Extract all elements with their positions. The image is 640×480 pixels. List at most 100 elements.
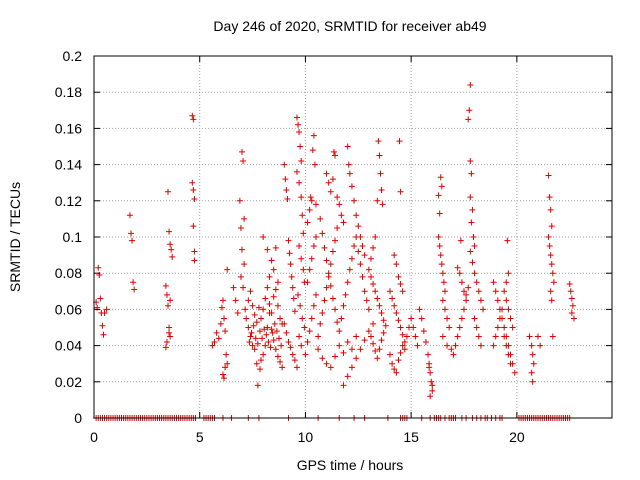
data-point (570, 315, 577, 322)
y-tick-label: 0.02 (55, 374, 82, 390)
data-point (387, 288, 393, 295)
data-point (470, 234, 477, 240)
data-point (566, 281, 573, 288)
data-point (304, 338, 311, 345)
data-point (545, 172, 552, 179)
data-point (265, 338, 272, 345)
data-point (327, 188, 334, 195)
data-point (336, 342, 343, 349)
data-point (529, 378, 536, 385)
data-point (165, 302, 171, 309)
data-point (397, 281, 404, 288)
data-point (321, 297, 328, 304)
data-point (457, 237, 464, 244)
data-point (306, 206, 313, 213)
data-point (230, 284, 237, 291)
data-point (304, 219, 311, 226)
data-point (283, 186, 290, 193)
data-point (436, 243, 443, 250)
data-point (247, 288, 254, 295)
data-point (475, 288, 482, 295)
data-point (499, 306, 506, 313)
data-point (260, 351, 267, 358)
data-point (293, 114, 300, 121)
data-point (408, 315, 415, 322)
data-point (492, 333, 499, 340)
data-point (348, 346, 355, 353)
data-point (260, 234, 267, 240)
data-point (329, 176, 336, 183)
data-point (454, 333, 461, 340)
data-point (215, 335, 222, 342)
x-tick-label: 10 (298, 429, 314, 445)
data-point (298, 255, 305, 262)
data-point (103, 306, 110, 313)
data-point (357, 234, 364, 240)
data-point (330, 148, 337, 155)
data-point (348, 255, 355, 262)
data-point (297, 143, 304, 150)
data-point (395, 317, 402, 324)
data-point (293, 364, 300, 371)
data-point (465, 284, 472, 291)
data-point (279, 364, 286, 371)
data-point (355, 223, 362, 230)
data-point (477, 297, 484, 304)
data-point (307, 194, 314, 201)
data-point (291, 357, 298, 364)
data-point (319, 355, 326, 362)
data-point (468, 219, 475, 226)
data-point (501, 324, 508, 331)
data-point (549, 333, 556, 340)
data-point (129, 237, 136, 244)
data-point (242, 306, 249, 313)
data-point (251, 346, 258, 353)
data-point (167, 333, 174, 340)
data-point (461, 306, 467, 313)
data-point (190, 186, 197, 193)
data-point (268, 310, 275, 317)
data-point (378, 310, 385, 317)
data-point (399, 288, 406, 295)
data-point (458, 279, 465, 286)
data-point (270, 293, 277, 300)
data-point (299, 315, 306, 322)
data-point (427, 393, 434, 400)
data-point (438, 183, 445, 190)
data-point (221, 315, 228, 322)
data-point (568, 295, 575, 302)
data-point (334, 194, 341, 201)
data-point (253, 319, 260, 326)
data-point (296, 129, 303, 136)
data-point (477, 342, 484, 349)
data-point (439, 297, 446, 304)
data-point (268, 257, 275, 264)
data-point (467, 157, 474, 164)
data-point (526, 333, 533, 340)
data-point (262, 295, 269, 302)
data-point (287, 261, 294, 268)
data-point (270, 266, 277, 273)
x-axis-label: GPS time / hours (297, 457, 404, 473)
data-point (567, 288, 574, 295)
data-point (351, 243, 358, 250)
chart-title: Day 246 of 2020, SRMTID for receiver ab4… (213, 18, 486, 34)
data-point (283, 329, 290, 336)
data-point (276, 335, 282, 342)
data-point (439, 270, 446, 277)
data-point (304, 279, 311, 286)
data-point (258, 315, 265, 322)
data-point (222, 364, 229, 371)
data-point (258, 357, 265, 364)
data-point (456, 324, 463, 331)
data-point (351, 197, 358, 204)
data-point (507, 315, 514, 322)
data-point (281, 161, 288, 168)
data-point (344, 279, 351, 286)
data-point (213, 329, 220, 336)
data-point (380, 317, 387, 324)
data-point (249, 302, 256, 309)
data-point (190, 116, 197, 123)
data-point (505, 351, 512, 358)
data-point (503, 342, 510, 349)
